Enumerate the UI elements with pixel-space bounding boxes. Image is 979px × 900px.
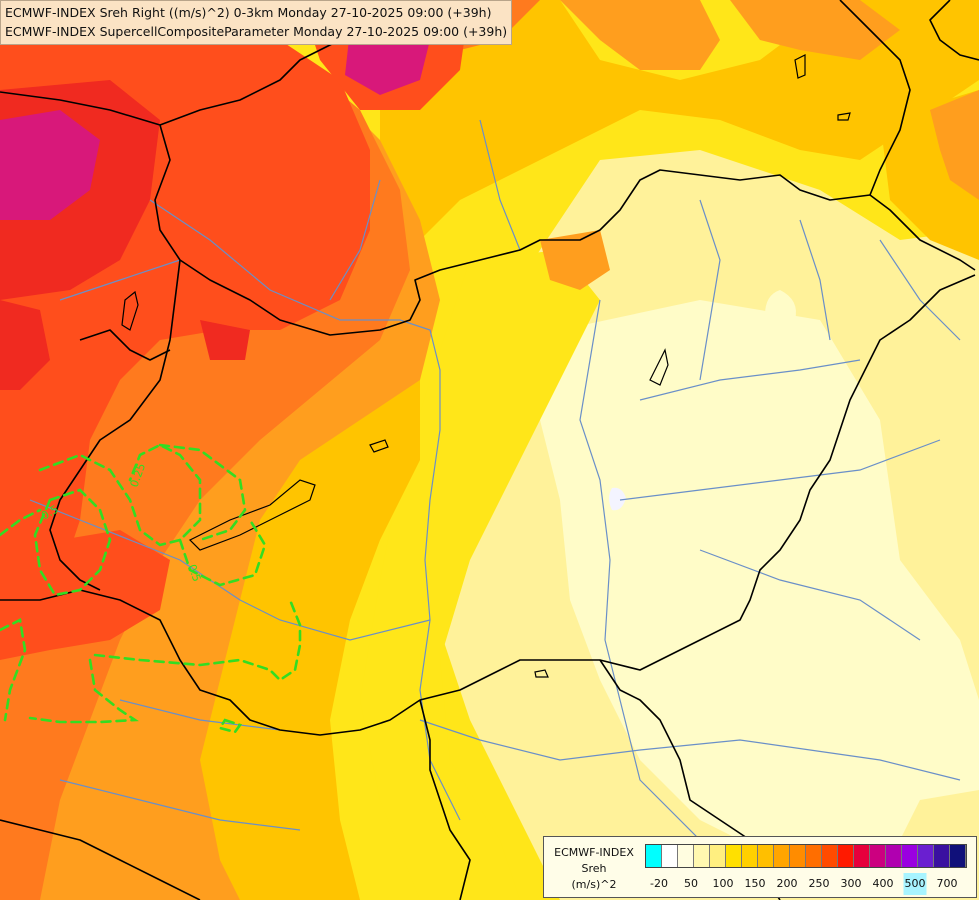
legend-swatch xyxy=(822,845,838,867)
legend-swatch xyxy=(806,845,822,867)
legend-swatch xyxy=(710,845,726,867)
legend-tick-label: 500 xyxy=(903,873,927,895)
legend-swatch xyxy=(886,845,902,867)
legend-swatch xyxy=(678,845,694,867)
river xyxy=(699,199,721,381)
field-white-spot xyxy=(609,487,626,511)
river xyxy=(799,219,831,341)
scp-contour-west xyxy=(0,508,42,537)
legend-tick-label: 400 xyxy=(872,877,894,890)
river xyxy=(119,699,281,731)
river xyxy=(149,199,461,821)
field-deep-red-2 xyxy=(0,300,50,390)
scp-contour-05-inner xyxy=(33,488,112,597)
field-orange-north xyxy=(560,0,720,70)
rivers xyxy=(29,119,961,881)
legend-tick-label: -20 xyxy=(650,877,668,890)
field-orange-patch xyxy=(540,230,610,290)
scp-contour-south-c xyxy=(28,658,139,724)
border xyxy=(49,259,181,591)
border xyxy=(419,699,471,900)
scp-contour-south xyxy=(0,618,27,722)
legend-swatch xyxy=(726,845,742,867)
lake xyxy=(121,290,139,331)
field-light-patch-south xyxy=(923,729,962,757)
lakes xyxy=(121,54,851,678)
legend-unit: (m/s)^2 xyxy=(571,878,617,891)
legend-tick-label: 300 xyxy=(840,877,862,890)
field-deep-red-3 xyxy=(200,320,250,360)
lake xyxy=(534,669,549,678)
river xyxy=(239,599,431,641)
border xyxy=(79,329,171,361)
lake xyxy=(369,439,389,453)
river xyxy=(619,439,941,501)
legend-tick-label: 100 xyxy=(712,877,734,890)
legend-swatch xyxy=(870,845,886,867)
river xyxy=(29,499,241,601)
river xyxy=(329,179,381,301)
legend-swatch xyxy=(950,845,966,867)
field-red-sw xyxy=(0,530,170,660)
color-legend: ECMWF-INDEX Sreh (m/s)^2 -20 50 100 150 200 2… xyxy=(543,836,977,898)
legend-tick-label: 50 xyxy=(684,877,698,890)
border xyxy=(929,0,979,61)
legend-swatch xyxy=(662,845,678,867)
legend-swatch xyxy=(790,845,806,867)
scp-contour-south-b xyxy=(93,598,302,682)
field-light-region xyxy=(540,300,979,860)
scp-contour-label: 0.5 xyxy=(185,563,203,584)
legend-swatch xyxy=(694,845,710,867)
river xyxy=(59,259,181,301)
legend-swatch xyxy=(902,845,918,867)
lake xyxy=(794,54,806,79)
legend-swatch xyxy=(854,845,870,867)
field-gold-north xyxy=(380,0,979,240)
legend-swatch xyxy=(918,845,934,867)
border xyxy=(0,274,976,736)
river xyxy=(879,239,961,341)
legend-tick-label: 250 xyxy=(808,877,830,890)
border xyxy=(0,819,201,900)
legend-swatches xyxy=(645,844,967,868)
field-orange-east xyxy=(930,90,979,200)
legend-swatch xyxy=(646,845,662,867)
scp-contour-025-b xyxy=(158,443,247,542)
legend-tick-label: 700 xyxy=(936,877,958,890)
border xyxy=(0,91,976,336)
river xyxy=(419,719,961,781)
map-title-box: ECMWF-INDEX Sreh Right ((m/s)^2) 0-3km M… xyxy=(0,0,513,45)
legend-tick-label: 150 xyxy=(744,877,766,890)
legend-ticks: -20 50 100 150 200 250 300 400 500 700 xyxy=(645,873,975,895)
legend-swatch xyxy=(934,845,950,867)
border xyxy=(839,0,911,196)
river xyxy=(579,299,761,881)
river xyxy=(699,549,921,641)
scp-contour-south-d xyxy=(217,718,243,734)
river xyxy=(59,779,301,831)
field-yellow-band xyxy=(360,250,600,900)
river xyxy=(479,119,521,251)
legend-swatch xyxy=(742,845,758,867)
lake xyxy=(837,112,851,121)
scp-contours xyxy=(0,443,302,734)
field-orange-ne xyxy=(730,0,900,60)
field-magenta-west xyxy=(0,110,100,220)
scp-contour-05 xyxy=(178,518,267,587)
legend-tick-label: 200 xyxy=(776,877,798,890)
legend-swatch xyxy=(838,845,854,867)
lake xyxy=(188,479,316,551)
legend-variable: Sreh xyxy=(581,862,607,875)
legend-swatch xyxy=(774,845,790,867)
field-light-patch xyxy=(765,290,796,324)
map-title-line-2: ECMWF-INDEX SupercellCompositeParameter … xyxy=(5,24,508,39)
legend-swatch xyxy=(758,845,774,867)
river xyxy=(639,359,861,401)
map-title-line-1: ECMWF-INDEX Sreh Right ((m/s)^2) 0-3km M… xyxy=(5,5,492,20)
legend-title: ECMWF-INDEX xyxy=(554,846,634,859)
lake xyxy=(649,348,669,386)
